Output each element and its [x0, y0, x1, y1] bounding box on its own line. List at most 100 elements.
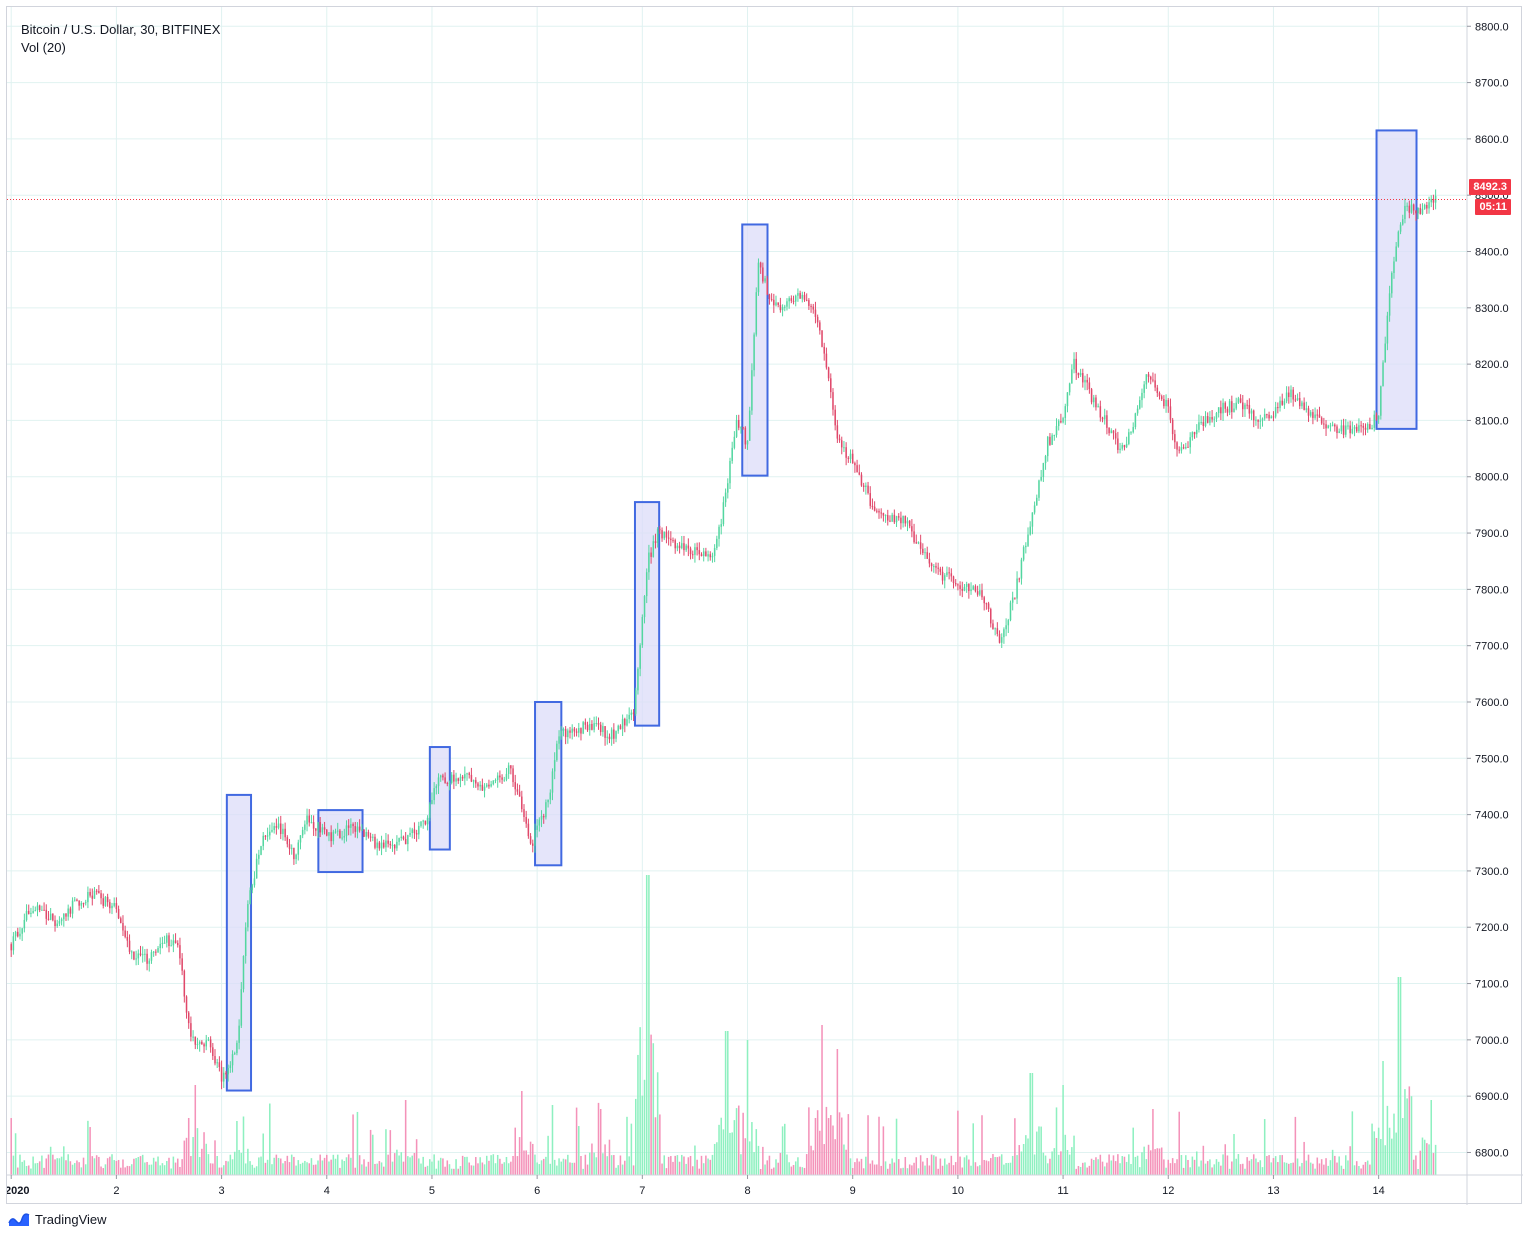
volume-bar [1108, 1154, 1110, 1175]
candle-body [963, 586, 966, 591]
volume-bar [1266, 1156, 1268, 1175]
volume-bar [1141, 1152, 1143, 1175]
highlight-boxes[interactable] [225, 129, 1418, 1092]
candle-body [567, 730, 569, 738]
highlight-box[interactable] [317, 809, 364, 874]
candle-body [549, 792, 552, 800]
candle-body [628, 714, 630, 720]
volume-bar [483, 1164, 486, 1175]
volume-bar [312, 1164, 315, 1175]
candle-body [867, 485, 869, 494]
candle-body [974, 586, 977, 592]
highlight-box[interactable] [428, 746, 451, 851]
volume-bar [1119, 1163, 1121, 1175]
candle-body [115, 903, 118, 909]
chart-canvas[interactable]: 8800.08700.08600.08500.08400.08300.08200… [7, 7, 1523, 1205]
volume-bar [606, 1156, 609, 1175]
volume-bar [1101, 1161, 1104, 1175]
candle-body [271, 829, 273, 832]
candle-body [73, 899, 76, 901]
highlight-box[interactable] [633, 501, 661, 727]
candle-body [830, 378, 832, 393]
tradingview-brand[interactable]: TradingView [8, 1212, 107, 1227]
candle-body [564, 728, 567, 738]
candle-body [461, 776, 464, 779]
candle-body [1136, 408, 1139, 414]
candle-body [453, 774, 455, 782]
candle-body [943, 575, 946, 581]
volume-bar [299, 1163, 302, 1175]
volume-bar [768, 1155, 771, 1175]
volume-bar [1178, 1111, 1180, 1175]
candle-body [1279, 400, 1281, 409]
volume-bar [328, 1161, 330, 1175]
volume-bar [1316, 1157, 1319, 1175]
price-tick-label: 8100.0 [1475, 415, 1509, 427]
volume-bar [674, 1155, 676, 1175]
price-tick-label: 7000.0 [1475, 1035, 1509, 1047]
candle-body [720, 524, 722, 527]
volume-bar [488, 1160, 490, 1175]
volume-bar [174, 1162, 177, 1175]
volume-bar [58, 1158, 61, 1175]
chart-frame[interactable]: 8800.0 8700.0 8600.0 8500.0 8400.0 8300.0 8200… [6, 6, 1523, 1205]
candle-body [1057, 421, 1060, 427]
candle-body [996, 628, 999, 634]
volume-bar [1036, 1131, 1038, 1175]
volume-bar [260, 1156, 262, 1175]
candle-body [1092, 397, 1095, 403]
candle-body [753, 334, 755, 371]
volume-bar [148, 1164, 151, 1175]
candle-body [339, 830, 341, 839]
volume-bar [1191, 1156, 1194, 1175]
candle-body [424, 820, 427, 825]
candle-body [113, 903, 115, 906]
candle-body [584, 722, 587, 725]
candle-body [1040, 476, 1042, 481]
candle-body [637, 668, 639, 691]
volume-bar [78, 1162, 80, 1175]
volume-bar [1224, 1144, 1227, 1175]
chart-legend[interactable]: Bitcoin / U.S. Dollar, 30, BITFINEX Vol … [21, 21, 220, 57]
volume-bar [130, 1164, 133, 1175]
candle-body [225, 1072, 227, 1075]
candle-body [1046, 436, 1049, 457]
candle-body [545, 802, 547, 818]
volume-bar [580, 1155, 582, 1175]
volume-bar [481, 1162, 484, 1175]
candle-body [527, 823, 530, 837]
candle-body [212, 1047, 214, 1057]
candle-body [823, 346, 825, 354]
volume-bar [1077, 1165, 1080, 1175]
candle-body [282, 828, 284, 835]
volume-bar [141, 1154, 144, 1175]
highlight-box[interactable] [534, 700, 563, 867]
volume-bar [950, 1155, 953, 1175]
volume-bar [1347, 1160, 1349, 1175]
volume-bar [1309, 1162, 1312, 1175]
candle-body [146, 953, 148, 964]
candle-body [569, 730, 571, 733]
volume-bar [1062, 1085, 1064, 1175]
volume-bar [262, 1133, 264, 1175]
volume-bar [788, 1162, 790, 1175]
volume-bar [979, 1165, 981, 1175]
candle-body [190, 1023, 192, 1037]
highlight-box[interactable] [1375, 129, 1418, 430]
volume-bar [1134, 1156, 1137, 1175]
candle-body [821, 330, 823, 347]
symbol-title[interactable]: Bitcoin / U.S. Dollar, 30, BITFINEX [21, 22, 221, 37]
volume-bar [521, 1091, 523, 1175]
candle-body [790, 298, 793, 301]
volume-bar [678, 1161, 681, 1175]
volume-bar [253, 1167, 256, 1175]
volume-bar [582, 1168, 584, 1175]
candle-body [1259, 420, 1262, 422]
candle-body [84, 902, 87, 904]
candle-body [900, 517, 902, 524]
volume-bar [1255, 1158, 1257, 1175]
volume-bar [1160, 1147, 1163, 1175]
volume-indicator-label[interactable]: Vol (20) [21, 40, 66, 55]
candle-body [854, 463, 856, 466]
candle-body [788, 298, 790, 302]
